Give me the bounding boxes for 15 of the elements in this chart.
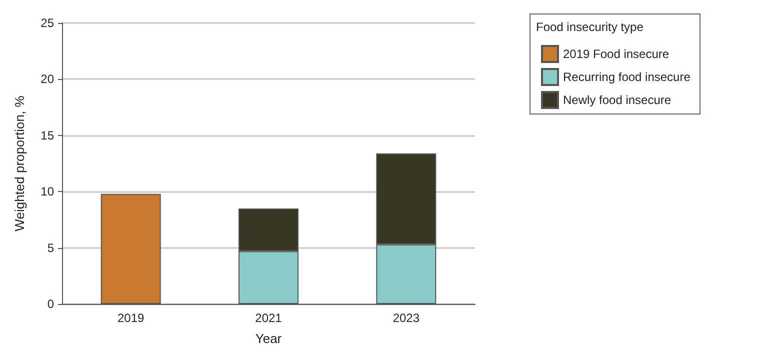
x-tick-label: 2021	[255, 311, 282, 325]
x-tick-label: 2019	[117, 311, 145, 325]
y-tick-label: 15	[40, 128, 54, 142]
y-tick-label: 5	[47, 240, 54, 255]
x-axis-title: Year	[255, 331, 282, 346]
y-axis-title: Weighted proportion, %	[12, 95, 27, 232]
y-tick-label: 25	[40, 16, 54, 30]
x-tick-label: 2023	[392, 311, 420, 325]
y-tick-label: 10	[40, 184, 54, 199]
y-tick-label: 20	[40, 72, 54, 86]
y-tick-label: 0	[47, 297, 54, 311]
legend-label: 2019 Food insecure	[563, 47, 670, 61]
legend-title: Food insecurity type	[536, 20, 644, 34]
legend-label: Recurring food insecure	[563, 70, 691, 84]
legend-label: Newly food insecure	[563, 93, 672, 107]
